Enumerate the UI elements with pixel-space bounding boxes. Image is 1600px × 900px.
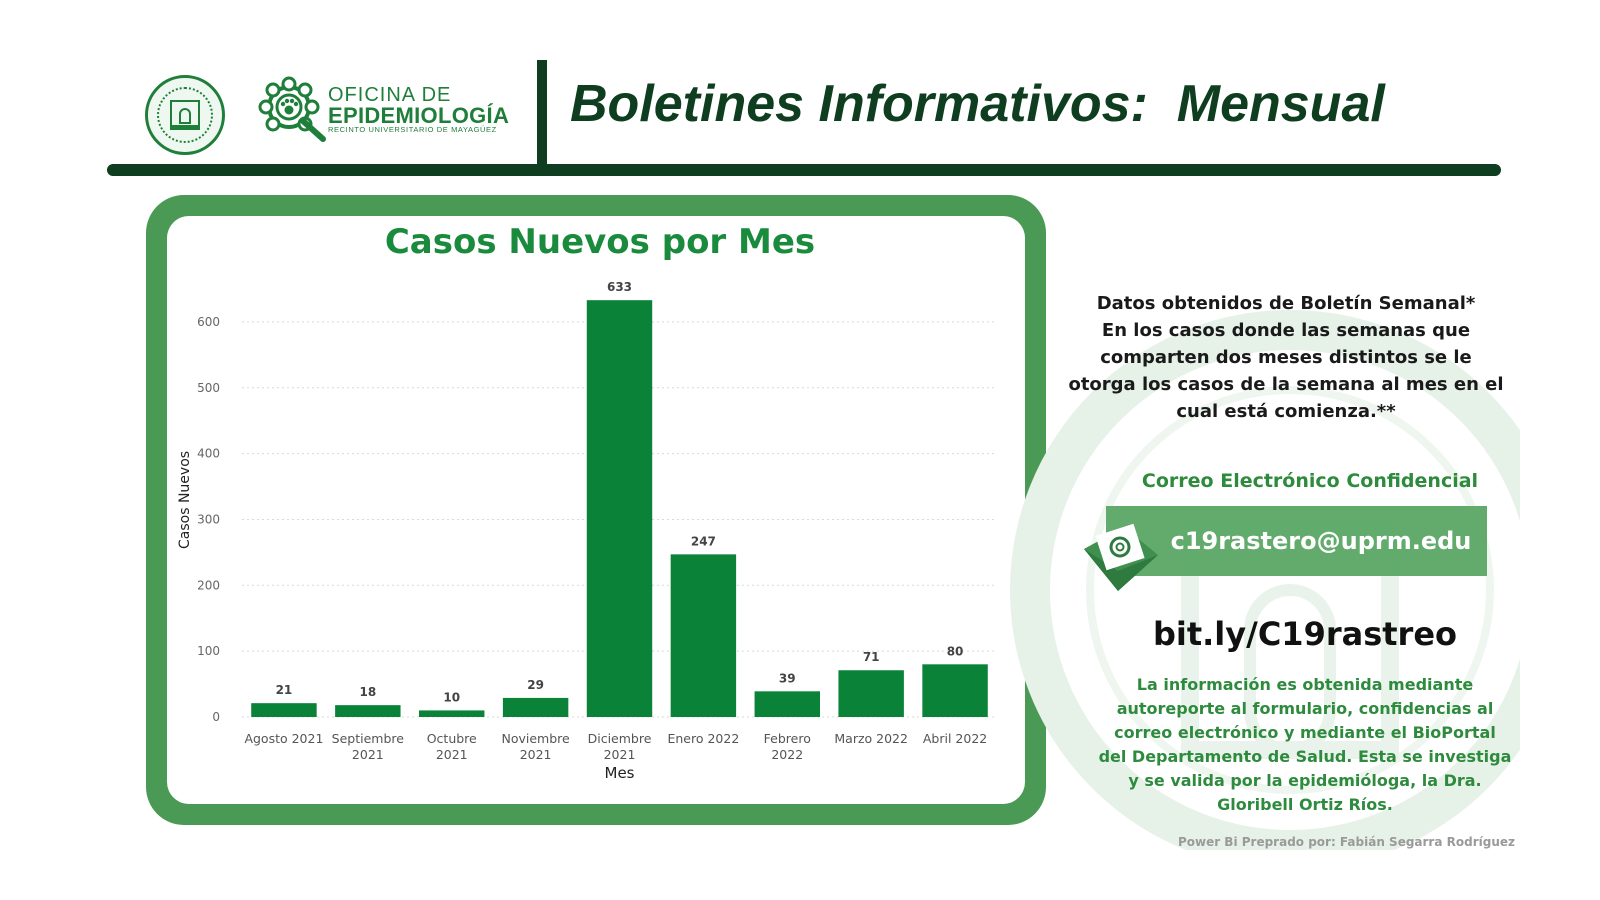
chart-bars: 21 18 10 29 633 247 39 71 80 bbox=[251, 280, 988, 717]
email-section-title: Correo Electrónico Confidencial bbox=[1141, 470, 1479, 492]
x-tick-label: Octubre bbox=[427, 731, 477, 746]
info-disclaimer: La información es obtenida mediante auto… bbox=[1098, 675, 1512, 814]
data-label: 29 bbox=[527, 678, 544, 692]
epidemiology-logo-icon bbox=[258, 76, 326, 142]
bar bbox=[502, 697, 569, 717]
bar bbox=[922, 664, 988, 717]
y-tick-label: 300 bbox=[197, 512, 220, 526]
y-tick-label: 200 bbox=[197, 578, 220, 592]
data-label: 10 bbox=[443, 690, 460, 704]
university-seal-logo bbox=[145, 75, 225, 155]
chart-title: Casos Nuevos por Mes bbox=[384, 222, 816, 262]
x-tick-label: Agosto 2021 bbox=[244, 731, 323, 746]
x-axis-label: Mes bbox=[605, 764, 635, 782]
x-tick-label: Septiembre bbox=[332, 731, 405, 746]
header-horizontal-divider bbox=[107, 164, 1501, 176]
data-label: 80 bbox=[947, 644, 964, 658]
x-tick-label: 2021 bbox=[352, 747, 384, 762]
y-tick-label: 600 bbox=[197, 315, 220, 329]
x-tick-label: 2021 bbox=[436, 747, 468, 762]
x-tick-label: 2021 bbox=[604, 747, 636, 762]
credit-line: Power Bi Preprado por: Fabián Segarra Ro… bbox=[1177, 835, 1515, 849]
page-title: Boletines Informativos: Mensual bbox=[570, 75, 1385, 133]
bar-chart: 0 100 200 300 400 500 600 21 18 10 29 633 247 39 71 80… bbox=[177, 280, 997, 782]
email-banner bbox=[1106, 506, 1487, 576]
data-label: 18 bbox=[359, 685, 376, 699]
x-tick-label: Enero 2022 bbox=[667, 731, 739, 746]
bar bbox=[419, 710, 485, 717]
bar bbox=[670, 554, 737, 717]
data-label: 21 bbox=[276, 683, 293, 697]
y-tick-label: 400 bbox=[197, 447, 220, 461]
email-address-link[interactable]: c19rastero@uprm.edu bbox=[1170, 527, 1472, 555]
data-label: 39 bbox=[779, 671, 796, 685]
x-tick-label: Diciembre bbox=[588, 731, 652, 746]
y-axis-ticks: 0 100 200 300 400 500 600 bbox=[197, 315, 220, 724]
bar bbox=[586, 300, 653, 717]
logo-line-epidemiologia: EPIDEMIOLOGÍA bbox=[328, 103, 510, 128]
x-tick-label: Abril 2022 bbox=[923, 731, 987, 746]
data-label: 247 bbox=[691, 534, 716, 548]
logo-line-recinto: RECINTO UNIVERSITARIO DE MAYAGÜEZ bbox=[328, 125, 497, 134]
x-tick-label: Febrero bbox=[764, 731, 811, 746]
x-tick-label: 2022 bbox=[771, 747, 803, 762]
y-tick-label: 500 bbox=[197, 381, 220, 395]
bar bbox=[251, 703, 317, 717]
bar bbox=[754, 691, 820, 717]
y-tick-label: 0 bbox=[212, 710, 220, 724]
data-label: 633 bbox=[607, 280, 632, 294]
bar bbox=[838, 670, 904, 717]
x-tick-label: Noviembre bbox=[501, 731, 570, 746]
data-source-note: Datos obtenidos de Boletín Semanal* En l… bbox=[1068, 293, 1504, 422]
x-tick-label: Marzo 2022 bbox=[834, 731, 908, 746]
logo-line-oficina: OFICINA DE bbox=[328, 84, 452, 106]
x-axis-ticks: Agosto 2021 Septiembre2021Octubre2021Novi… bbox=[244, 731, 987, 762]
envelope-at-icon bbox=[1084, 523, 1158, 591]
x-tick-label: 2021 bbox=[520, 747, 552, 762]
bar bbox=[335, 705, 401, 717]
y-tick-label: 100 bbox=[197, 644, 220, 658]
header-vertical-divider bbox=[537, 60, 547, 167]
survey-link[interactable]: bit.ly/C19rastreo bbox=[1152, 615, 1458, 653]
y-axis-label: Casos Nuevos bbox=[177, 451, 193, 549]
data-label: 71 bbox=[863, 650, 880, 664]
